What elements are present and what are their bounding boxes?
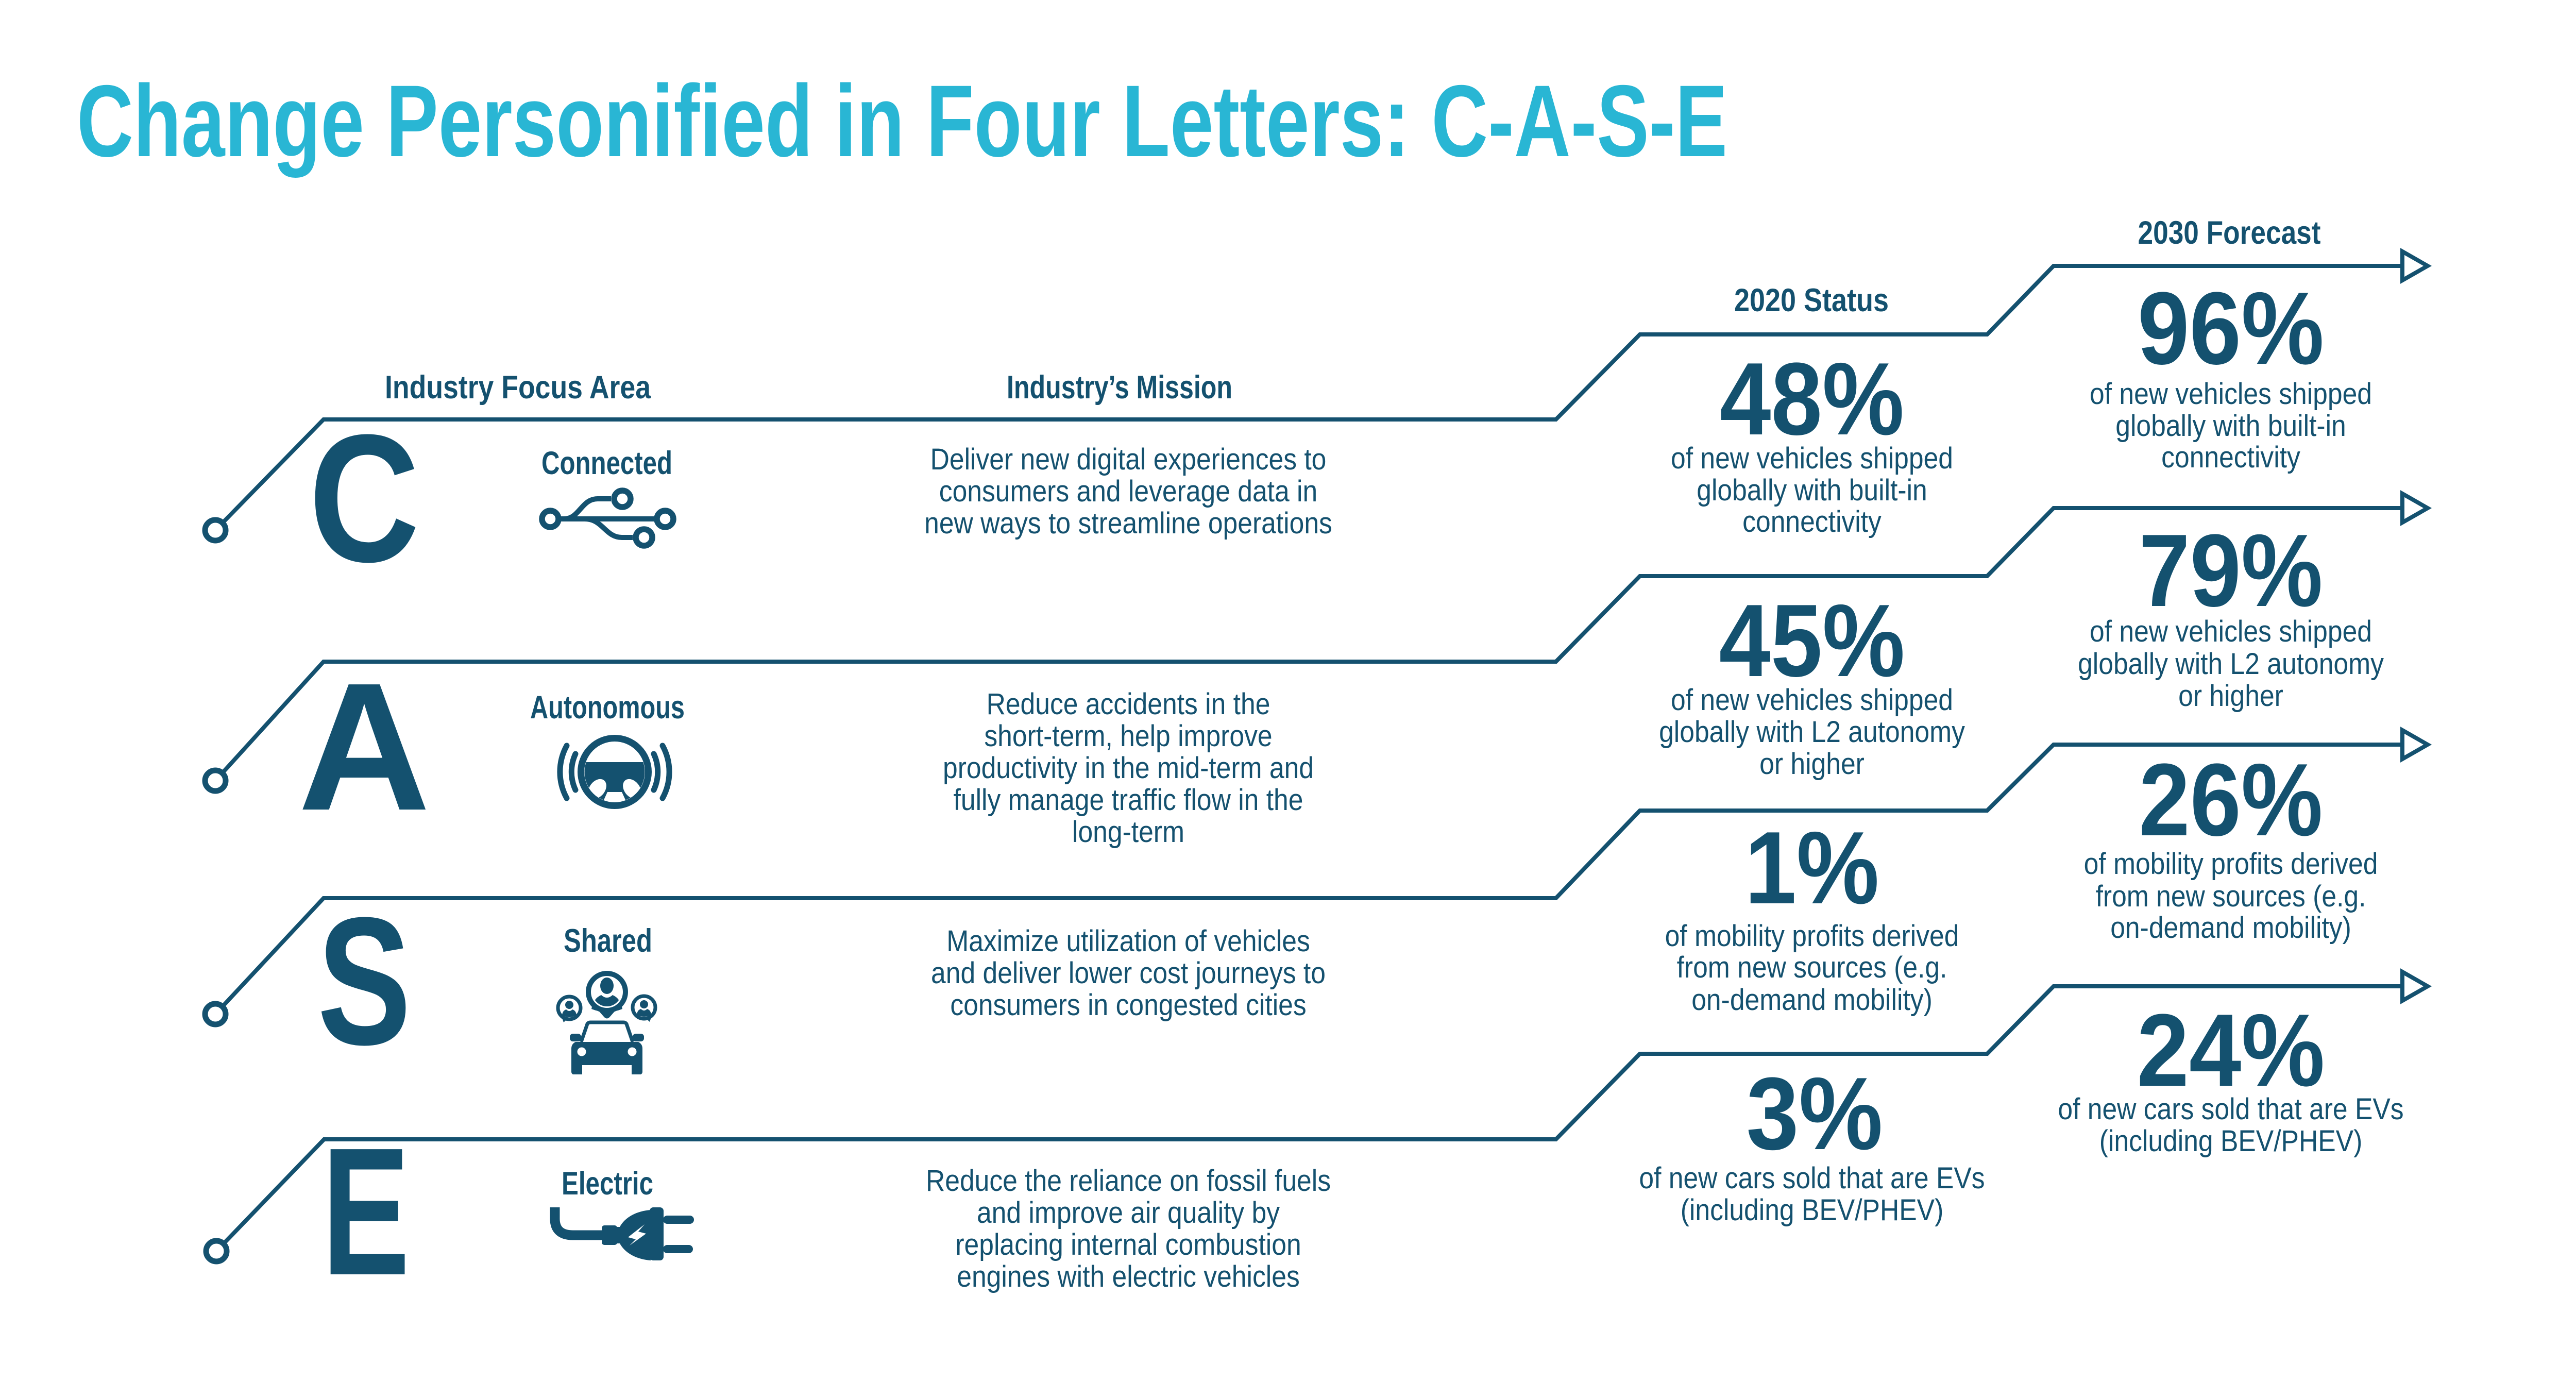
svg-text:Industry’s Mission: Industry’s Mission [1007, 369, 1232, 406]
svg-text:Change Personified in Four Let: Change Personified in Four Letters: C-A-… [77, 64, 1727, 178]
svg-text:79%: 79% [2139, 513, 2323, 628]
svg-text:new ways to streamline operati: new ways to streamline operations [924, 506, 1332, 540]
svg-text:(including BEV/PHEV): (including BEV/PHEV) [1681, 1193, 1944, 1226]
svg-text:C: C [309, 396, 420, 600]
svg-text:48%: 48% [1720, 342, 1904, 457]
svg-text:Shared: Shared [564, 923, 652, 959]
svg-text:from new sources (e.g.: from new sources (e.g. [1677, 950, 1947, 984]
svg-text:consumers and leverage data in: consumers and leverage data in [939, 474, 1317, 508]
svg-text:fully manage traffic flow in t: fully manage traffic flow in the [954, 783, 1303, 816]
svg-text:of new vehicles shipped: of new vehicles shipped [1671, 441, 1953, 475]
svg-text:productivity in the mid-term a: productivity in the mid-term and [943, 751, 1314, 784]
svg-text:long-term: long-term [1072, 815, 1184, 848]
svg-text:26%: 26% [2139, 743, 2323, 857]
svg-text:on-demand mobility): on-demand mobility) [2110, 911, 2351, 944]
svg-text:Deliver new digital experience: Deliver new digital experiences to [930, 442, 1327, 476]
svg-text:A: A [298, 645, 431, 848]
svg-text:S: S [317, 879, 411, 1083]
svg-text:96%: 96% [2138, 271, 2324, 386]
svg-text:of new vehicles shipped: of new vehicles shipped [2090, 377, 2372, 410]
svg-text:1%: 1% [1745, 811, 1879, 925]
svg-text:of new vehicles shipped: of new vehicles shipped [1671, 683, 1953, 716]
svg-text:Maximize utilization of vehicl: Maximize utilization of vehicles [946, 924, 1310, 957]
svg-text:replacing internal combustion: replacing internal combustion [955, 1227, 1301, 1261]
svg-text:or higher: or higher [2178, 679, 2283, 712]
svg-text:or higher: or higher [1759, 747, 1865, 780]
svg-text:Reduce the reliance on fossil: Reduce the reliance on fossil fuels [926, 1164, 1331, 1197]
svg-text:Autonomous: Autonomous [530, 689, 685, 726]
svg-text:45%: 45% [1719, 583, 1905, 698]
svg-text:Reduce accidents in the: Reduce accidents in the [987, 687, 1270, 720]
svg-text:on-demand mobility): on-demand mobility) [1691, 983, 1933, 1016]
svg-text:(including BEV/PHEV): (including BEV/PHEV) [2099, 1124, 2363, 1157]
svg-text:2030 Forecast: 2030 Forecast [2138, 215, 2321, 251]
svg-text:consumers in congested cities: consumers in congested cities [950, 988, 1306, 1021]
svg-text:E: E [322, 1109, 410, 1313]
svg-text:globally with L2 autonomy: globally with L2 autonomy [1659, 715, 1965, 748]
svg-text:from new sources (e.g.: from new sources (e.g. [2096, 879, 2366, 913]
svg-text:Electric: Electric [562, 1166, 653, 1202]
svg-text:connectivity: connectivity [2161, 440, 2300, 474]
svg-text:short-term, help improve: short-term, help improve [984, 719, 1272, 752]
svg-text:Connected: Connected [541, 445, 672, 481]
svg-text:2020 Status: 2020 Status [1734, 282, 1889, 318]
svg-text:of new cars sold that are EVs: of new cars sold that are EVs [1639, 1161, 1985, 1194]
svg-text:connectivity: connectivity [1742, 504, 1882, 538]
svg-text:globally with built-in: globally with built-in [2115, 409, 2346, 442]
svg-text:and deliver lower cost journey: and deliver lower cost journeys to [931, 956, 1326, 989]
svg-text:3%: 3% [1747, 1056, 1883, 1171]
svg-text:of mobility profits derived: of mobility profits derived [2084, 847, 2378, 880]
svg-text:of new vehicles shipped: of new vehicles shipped [2090, 614, 2372, 648]
svg-text:globally with built-in: globally with built-in [1697, 473, 1927, 507]
svg-text:Industry Focus Area: Industry Focus Area [385, 369, 651, 406]
svg-text:of new cars sold that are EVs: of new cars sold that are EVs [2058, 1092, 2403, 1125]
svg-text:and improve air quality by: and improve air quality by [977, 1195, 1280, 1229]
svg-text:of mobility profits derived: of mobility profits derived [1665, 919, 1959, 952]
svg-text:engines with electric vehicles: engines with electric vehicles [957, 1259, 1300, 1293]
svg-text:globally with L2 autonomy: globally with L2 autonomy [2078, 647, 2384, 680]
svg-text:24%: 24% [2137, 993, 2325, 1108]
